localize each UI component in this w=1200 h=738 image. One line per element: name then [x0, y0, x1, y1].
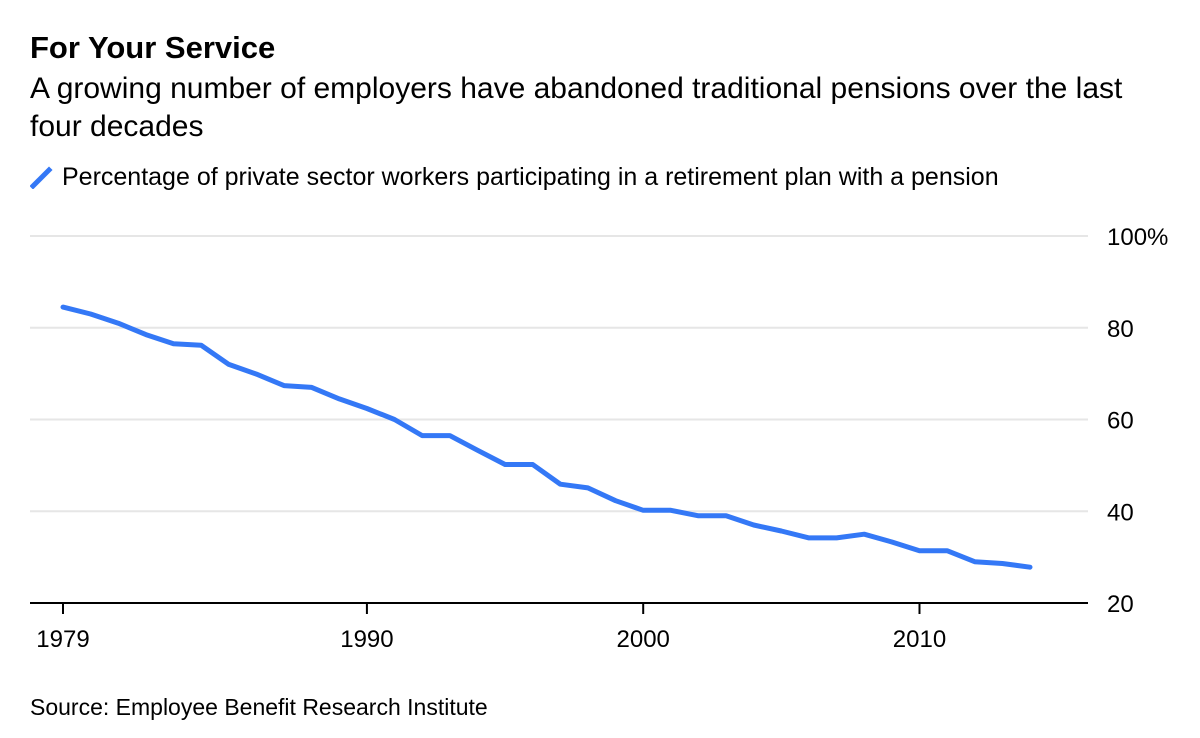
data-point	[282, 383, 287, 388]
y-axis-tick-labels: 100% 80 60 40 20	[1107, 224, 1168, 618]
data-point	[751, 523, 756, 528]
series-line	[60, 304, 1033, 570]
y-tick-label: 80	[1107, 316, 1134, 343]
data-point	[1028, 565, 1033, 570]
data-point	[61, 305, 66, 310]
data-point	[171, 341, 176, 346]
x-tick-label: 1979	[36, 626, 89, 653]
legend: Percentage of private sector workers par…	[30, 160, 999, 194]
legend-swatch-icon	[30, 166, 53, 189]
data-point	[309, 385, 314, 390]
data-point	[917, 548, 922, 553]
data-point	[530, 462, 535, 467]
chart-subtitle: A growing number of employers have aband…	[30, 72, 1123, 143]
y-tick-label: 20	[1107, 591, 1134, 618]
data-point	[503, 462, 508, 467]
data-point	[779, 528, 784, 533]
data-point	[88, 311, 93, 316]
data-point	[558, 482, 563, 487]
data-point	[143, 332, 148, 337]
data-point	[724, 513, 729, 518]
series-layer	[60, 304, 1033, 570]
y-tick-label: 60	[1107, 408, 1134, 435]
data-point	[364, 406, 369, 411]
data-point	[613, 498, 618, 503]
chart-title: For Your Service	[30, 30, 276, 65]
data-point	[420, 433, 425, 438]
data-point	[254, 372, 259, 377]
data-point	[392, 417, 397, 422]
data-point	[834, 535, 839, 540]
data-point	[226, 362, 231, 367]
data-point	[116, 321, 121, 326]
data-point	[475, 448, 480, 453]
x-tick-label: 2010	[893, 626, 946, 653]
data-point	[1000, 561, 1005, 566]
data-point	[806, 535, 811, 540]
data-point	[889, 539, 894, 544]
x-tick-label: 1990	[340, 626, 393, 653]
data-point	[199, 343, 204, 348]
y-tick-label: 40	[1107, 499, 1134, 526]
source-note: Source: Employee Benefit Research Instit…	[30, 694, 488, 720]
data-point	[641, 508, 646, 513]
data-point	[447, 433, 452, 438]
y-tick-label: 100%	[1107, 224, 1168, 251]
data-point	[585, 485, 590, 490]
legend-label: Percentage of private sector workers par…	[62, 162, 999, 191]
x-tick-label: 2000	[617, 626, 670, 653]
gridlines	[30, 235, 1088, 513]
data-point	[337, 396, 342, 401]
data-point	[668, 508, 673, 513]
x-axis: 1979 1990 2000 2010	[30, 602, 1088, 653]
data-point	[696, 513, 701, 518]
data-point	[972, 559, 977, 564]
data-point	[945, 548, 950, 553]
data-point	[862, 532, 867, 537]
